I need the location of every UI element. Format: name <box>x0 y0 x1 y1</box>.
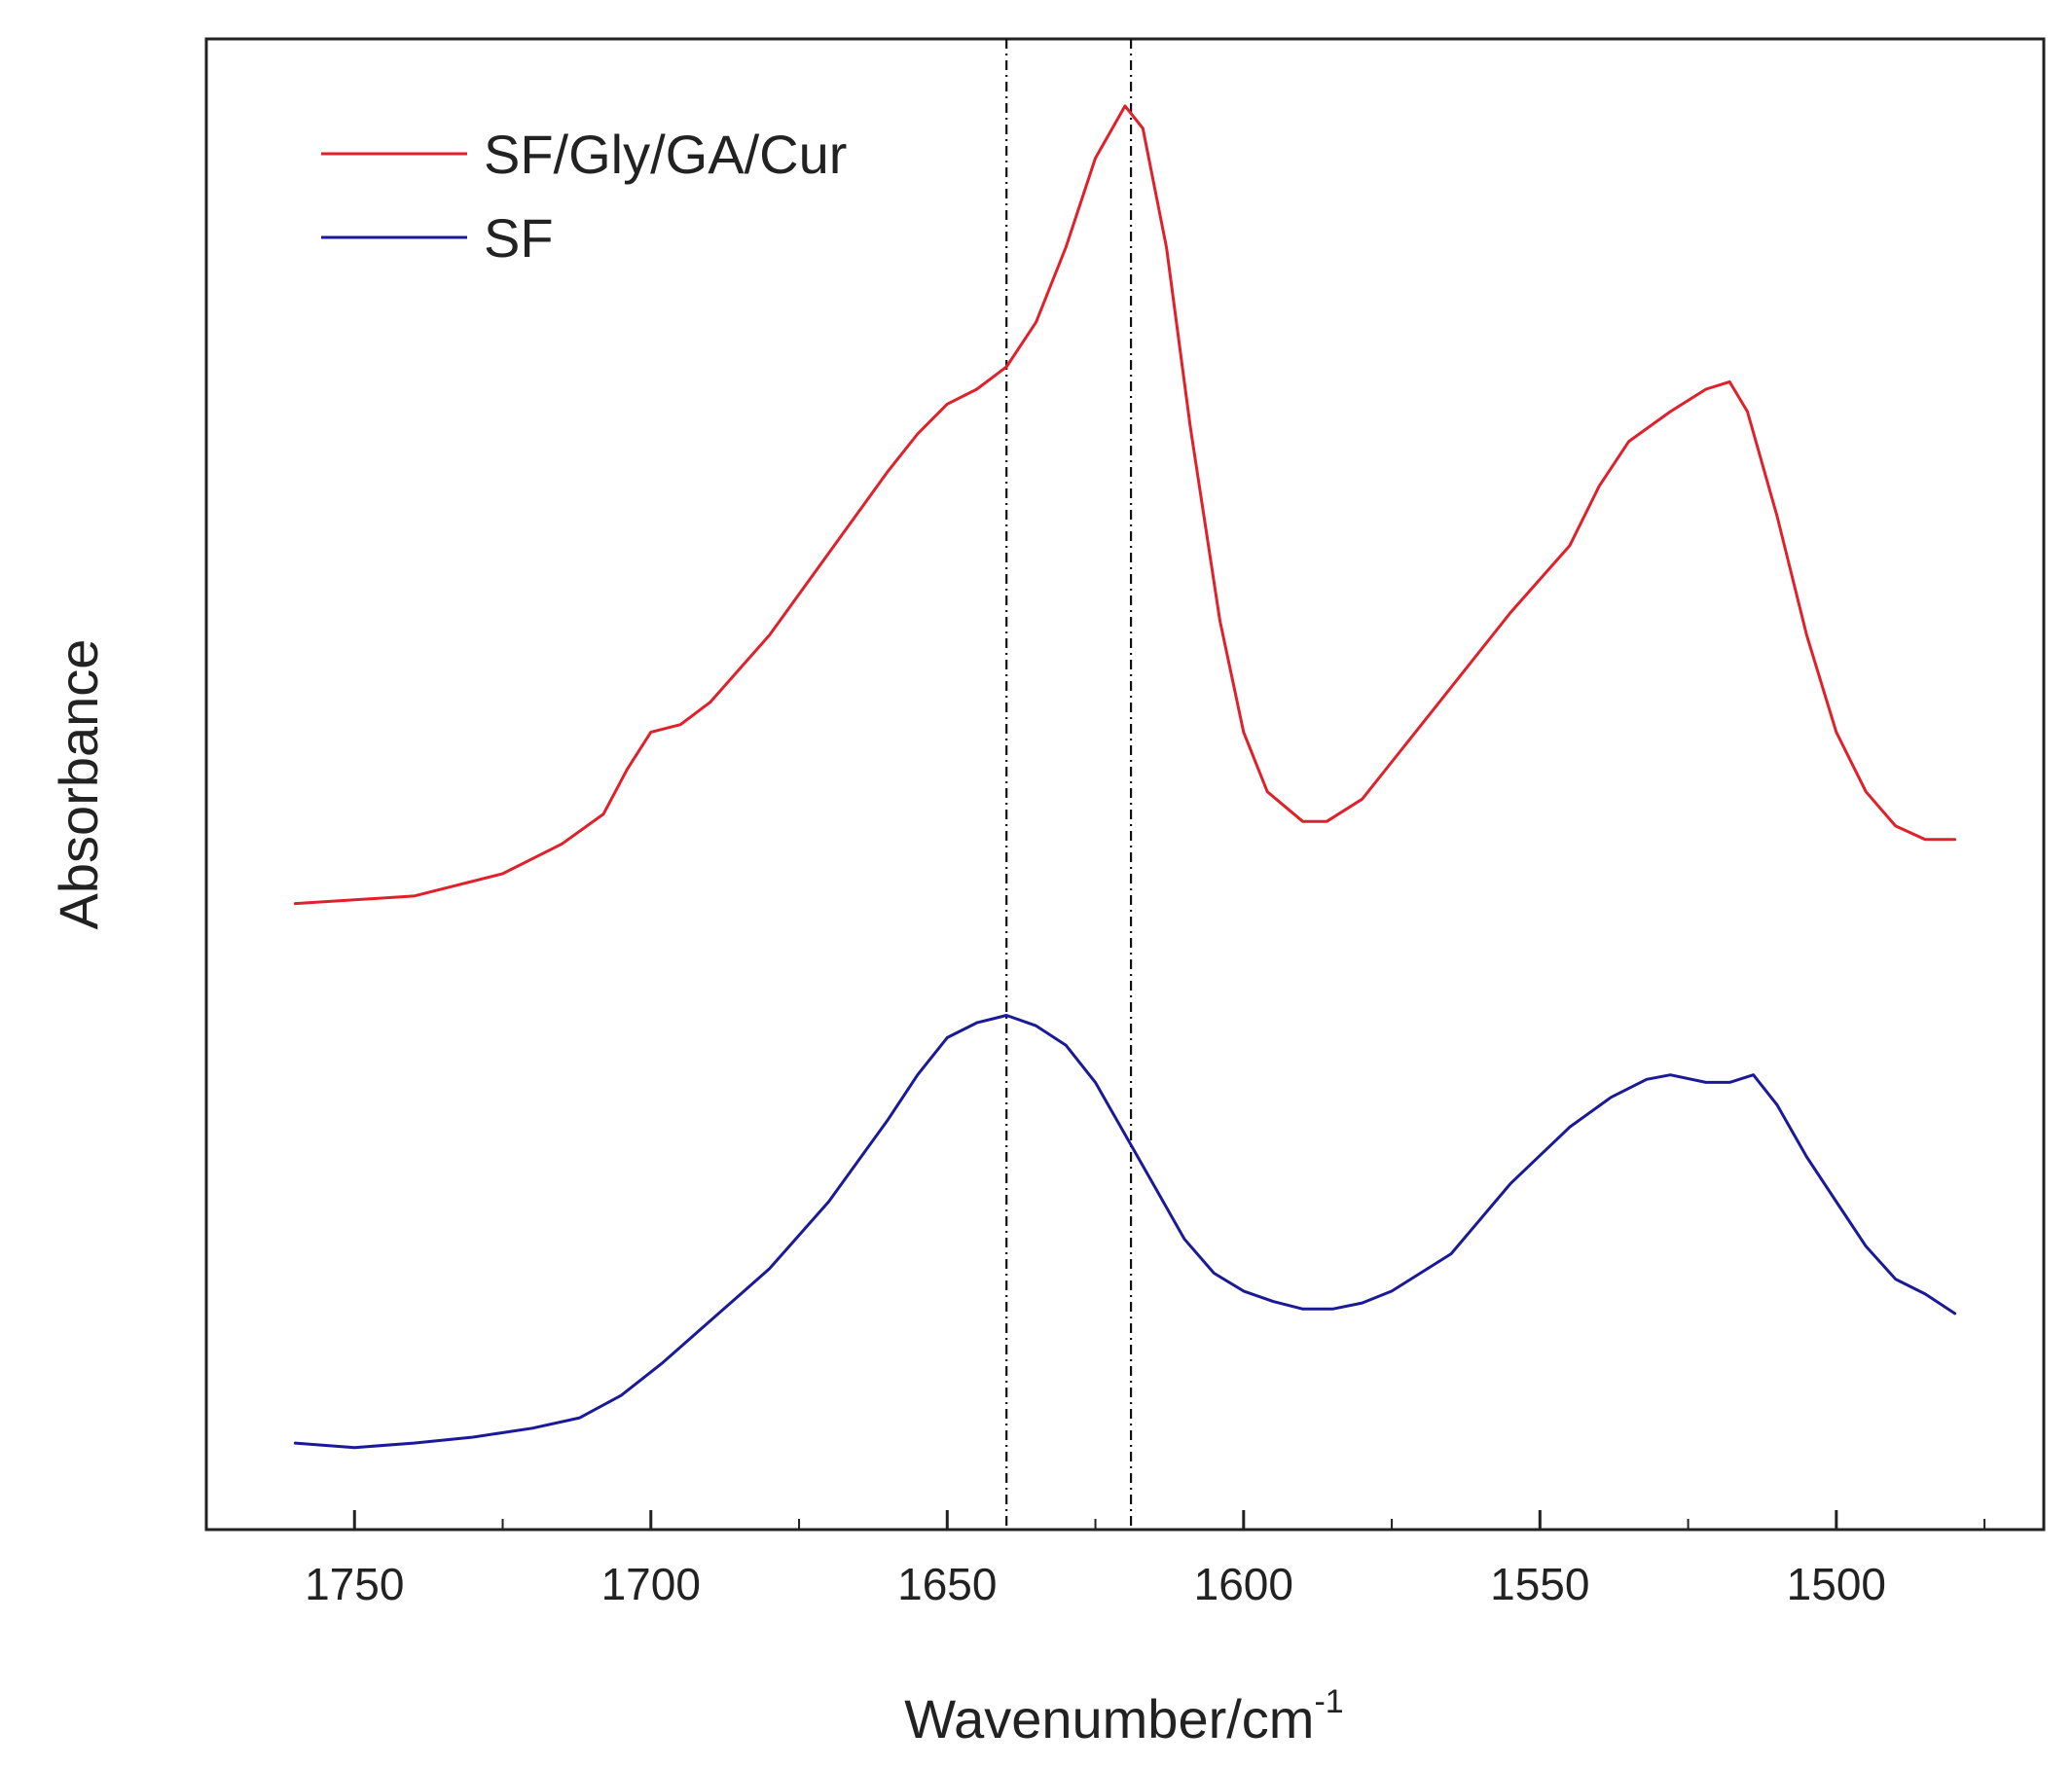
x-tick-label: 1550 <box>1490 1559 1589 1609</box>
plot-frame <box>204 37 2046 1532</box>
series-lines <box>293 104 1957 1450</box>
legend-label-sf-gly-ga-cur: SF/Gly/GA/Cur <box>484 124 847 185</box>
series-line-sf <box>293 1014 1957 1450</box>
x-axis-label-text: Wavenumber/cm <box>904 1688 1314 1749</box>
reference-lines <box>1005 39 1133 1530</box>
x-axis-label-superscript: -1 <box>1314 1683 1343 1720</box>
x-tick-label: 1700 <box>601 1559 701 1609</box>
x-axis-label: Wavenumber/cm-1 <box>904 1683 1343 1749</box>
legend: SF/Gly/GA/Cur SF <box>321 124 847 269</box>
x-tick-label: 1600 <box>1194 1559 1293 1609</box>
x-tick-label: 1650 <box>897 1559 997 1609</box>
series-line-sf-gly-ga-cur <box>293 104 1957 906</box>
x-tick-label: 1750 <box>305 1559 404 1609</box>
y-axis-label: Absorbance <box>48 639 109 930</box>
x-axis-ticks: 1750 1700 1650 1600 1550 1500 <box>305 1510 1986 1609</box>
legend-label-sf: SF <box>484 207 554 269</box>
x-tick-label: 1500 <box>1787 1559 1886 1609</box>
